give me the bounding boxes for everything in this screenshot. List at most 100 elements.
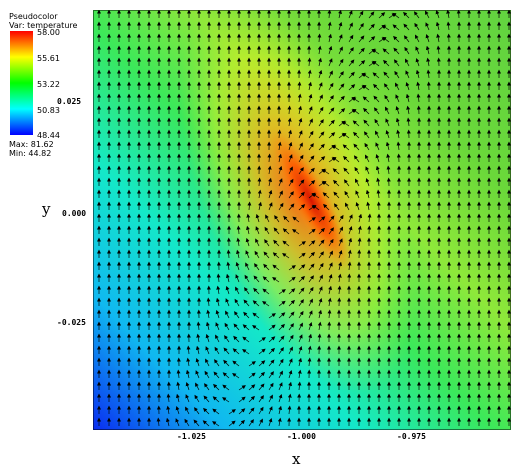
vector-arrow — [236, 249, 240, 259]
vector-arrow — [413, 11, 420, 19]
vector-arrow — [385, 141, 390, 151]
vector-arrow — [323, 203, 330, 211]
vector-arrow — [424, 10, 430, 19]
vector-arrow — [205, 346, 210, 355]
vector-arrow — [308, 286, 314, 295]
vector-arrow — [338, 21, 343, 31]
vector-arrow — [252, 325, 260, 331]
vector-arrow — [308, 143, 314, 151]
vector-arrow — [348, 225, 353, 235]
vector-arrow — [297, 93, 302, 103]
x-tick-label: -1.000 — [287, 432, 316, 441]
vector-arrow — [338, 46, 343, 55]
vector-arrow — [215, 309, 220, 319]
vector-arrow — [414, 34, 420, 43]
vector-arrow — [347, 249, 352, 259]
vector-arrow — [233, 323, 240, 331]
y-tick-label: 0.025 — [57, 97, 82, 106]
vector-arrow — [308, 263, 315, 271]
colorbar-label-max: 58.00 — [37, 28, 60, 37]
vector-arrow — [288, 311, 295, 319]
vector-arrow — [328, 33, 332, 43]
vector-arrow — [267, 165, 272, 175]
vector-arrow — [262, 301, 270, 307]
vector-arrow — [277, 141, 282, 151]
vector-arrow — [224, 322, 230, 331]
x-axis-title: x — [292, 450, 301, 468]
vector-arrow — [212, 421, 220, 427]
vector-arrow — [244, 287, 250, 295]
colorbar-label-min: 48.44 — [37, 131, 60, 140]
vector-arrow — [308, 118, 313, 127]
vector-arrow — [248, 395, 255, 403]
vector-arrow — [338, 226, 344, 235]
vector-arrow — [395, 117, 400, 127]
vector-arrow — [363, 119, 370, 127]
vector-arrow — [353, 131, 360, 139]
vector-arrow — [258, 348, 266, 355]
vector-arrow — [318, 286, 323, 295]
vector-arrow — [298, 334, 303, 343]
vector-arrow — [395, 94, 400, 103]
vector-arrow — [297, 81, 302, 91]
vector-arrow — [365, 177, 370, 187]
vector-arrow — [262, 276, 270, 283]
vector-arrow — [403, 35, 410, 43]
vector-arrow — [328, 82, 334, 91]
vector-arrow — [361, 73, 370, 79]
vector-arrow — [318, 262, 324, 271]
vector-arrow — [318, 119, 324, 127]
vector-arrow — [194, 407, 200, 415]
vector-arrow — [223, 347, 230, 355]
vector-arrow — [364, 142, 370, 151]
vector-arrow — [235, 261, 240, 271]
vector-arrow — [255, 238, 260, 247]
vector-arrow — [226, 249, 231, 259]
vector-arrow — [363, 131, 370, 139]
vector-arrow — [322, 180, 330, 187]
vector-arrow — [248, 361, 256, 367]
vector-arrow — [362, 84, 370, 91]
vector-arrow — [344, 202, 350, 211]
vector-arrow — [298, 191, 305, 199]
vector-arrow — [268, 336, 276, 343]
vector-arrow — [414, 22, 420, 31]
vector-arrow — [393, 59, 400, 67]
vector-arrow — [318, 216, 326, 223]
vector-arrow — [236, 237, 241, 247]
vector-arrow — [425, 45, 430, 55]
vector-arrow — [268, 324, 276, 331]
vector-arrow — [225, 310, 230, 319]
vector-arrow — [203, 407, 210, 415]
vector-arrow — [328, 132, 336, 139]
vector-arrow — [416, 93, 421, 103]
vector-arrow — [415, 46, 420, 55]
vector-arrow — [317, 321, 322, 331]
vector-arrow — [287, 405, 292, 415]
vector-arrow — [342, 144, 350, 151]
vector-arrow — [263, 251, 270, 259]
vector-arrow — [446, 21, 451, 31]
vector-arrow — [348, 214, 353, 223]
vector-arrow — [338, 108, 346, 115]
vector-arrow — [278, 358, 284, 367]
vector-arrow — [202, 420, 210, 427]
vector-arrow — [308, 93, 313, 103]
vector-arrow — [186, 357, 191, 367]
legend-min: Min: 44.82 — [9, 149, 52, 158]
vector-arrow — [242, 349, 250, 355]
vector-arrow — [308, 155, 315, 163]
vector-arrow — [405, 93, 410, 103]
vector-arrow — [273, 239, 280, 247]
vector-arrow — [327, 21, 332, 31]
vector-arrow — [288, 166, 293, 175]
vector-arrow — [232, 373, 240, 379]
vector-arrow — [341, 121, 350, 127]
vector-arrow — [165, 417, 170, 427]
vector-arrow — [354, 166, 360, 175]
vector-arrow — [338, 58, 344, 67]
vector-arrow — [245, 262, 250, 271]
vector-arrow — [248, 372, 256, 379]
vector-arrow — [365, 166, 370, 175]
vector-arrow — [308, 240, 316, 247]
